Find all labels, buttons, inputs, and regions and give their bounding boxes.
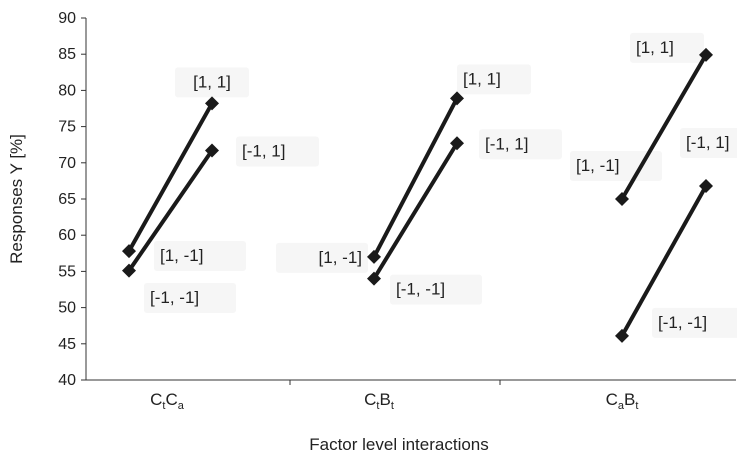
data-label-box	[390, 274, 482, 305]
data-label: [1, -1]	[576, 156, 619, 175]
data-label-box	[680, 127, 737, 158]
data-label: [1, 1]	[193, 72, 231, 91]
y-tick-label: 85	[58, 46, 76, 63]
data-label-box	[154, 241, 246, 271]
series-group	[122, 96, 219, 278]
data-label: [1, -1]	[319, 248, 362, 267]
data-label: [1, -1]	[160, 246, 203, 265]
series-line	[127, 149, 214, 272]
data-label-box	[652, 307, 737, 338]
y-tick-label: 70	[58, 155, 76, 172]
data-label-box	[175, 67, 249, 98]
axes: 40 45 50 55 60 65 70 75 80 85 90 CtCa CtBt CaBt	[58, 10, 736, 412]
series-line	[620, 184, 708, 337]
y-tick-label: 60	[58, 227, 76, 244]
data-point-marker	[699, 47, 713, 62]
data-label: [-1, 1]	[242, 141, 285, 160]
y-axis-title: Responses Y [%]	[7, 134, 26, 264]
data-label-box	[236, 136, 319, 167]
y-tick-label: 55	[58, 263, 76, 280]
data-point-marker	[122, 244, 136, 259]
data-point-marker	[205, 96, 219, 111]
y-tick-label: 65	[58, 191, 76, 208]
data-labels: [1, 1] [-1, 1] [1, -1] [-1, -1] [1, -1] [1, 1…	[150, 38, 729, 332]
data-label-box	[479, 129, 562, 160]
data-point-marker	[367, 249, 381, 264]
data-point-marker	[450, 91, 464, 106]
data-label: [-1, -1]	[658, 313, 707, 332]
y-tick-label: 90	[58, 10, 76, 27]
y-tick-label: 80	[58, 82, 76, 99]
y-tick-label: 45	[58, 336, 76, 353]
data-point-marker	[450, 136, 464, 151]
data-label: [-1, 1]	[485, 134, 528, 153]
data-point-marker	[122, 263, 136, 278]
y-tick-label: 50	[58, 300, 76, 317]
series-group	[615, 47, 713, 343]
data-point-marker	[205, 143, 219, 158]
y-tick-label: 40	[58, 372, 76, 389]
y-tick-label: 75	[58, 119, 76, 136]
series-line	[127, 102, 214, 253]
data-label: [-1, -1]	[150, 288, 199, 307]
data-label: [1, 1]	[636, 38, 674, 57]
x-category-label: CaBt	[606, 390, 639, 412]
label-boxes	[144, 32, 737, 338]
series-line	[372, 97, 459, 258]
data-label-box	[457, 64, 531, 95]
series-group	[367, 91, 464, 286]
x-category-label: CtCa	[150, 390, 185, 412]
data-point-marker	[367, 271, 381, 286]
x-category-label: CtBt	[364, 390, 394, 412]
series-line	[620, 53, 708, 201]
data-label: [-1, -1]	[396, 280, 445, 299]
data-label-box	[144, 283, 236, 313]
series-line	[372, 142, 459, 280]
data-point-marker	[615, 328, 629, 343]
x-axis-title: Factor level interactions	[309, 435, 489, 454]
data-label-box	[276, 242, 368, 273]
data-label-box	[630, 32, 704, 63]
data-label: [-1, 1]	[686, 133, 729, 152]
data-point-marker	[699, 178, 713, 193]
series-layer	[122, 47, 713, 343]
data-label: [1, 1]	[463, 69, 501, 88]
data-point-marker	[615, 192, 629, 206]
